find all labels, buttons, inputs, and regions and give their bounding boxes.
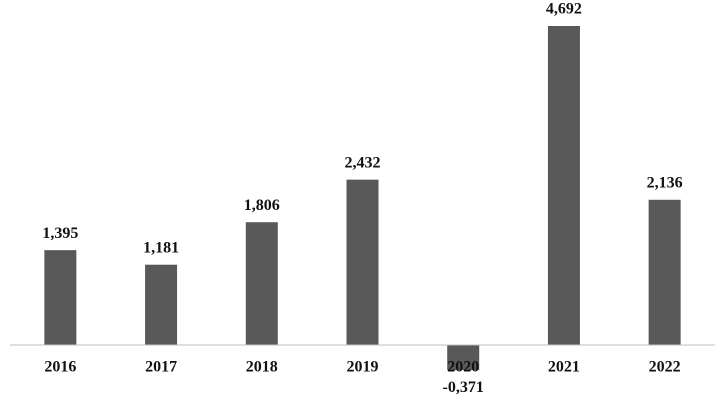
x-tick-label: 2018 (246, 359, 278, 376)
value-label: 2,432 (345, 154, 381, 171)
value-label: -0,371 (443, 379, 484, 396)
bar (547, 26, 580, 345)
value-label: 1,806 (244, 197, 280, 214)
value-label: 1,395 (42, 225, 78, 242)
x-tick-label: 2019 (347, 359, 379, 376)
bar (346, 179, 379, 345)
bar (145, 264, 178, 345)
x-tick-label: 2017 (145, 359, 177, 376)
bar (447, 345, 480, 371)
x-tick-label: 2021 (548, 359, 580, 376)
bar (648, 199, 681, 345)
value-label: 4,692 (546, 1, 582, 18)
x-tick-label: 2020 (447, 359, 479, 376)
x-tick-label: 2022 (649, 359, 681, 376)
value-label: 2,136 (647, 174, 683, 191)
bar (245, 222, 278, 345)
x-tick-label: 2016 (44, 359, 76, 376)
bar (44, 250, 77, 345)
value-label: 1,181 (143, 239, 179, 256)
